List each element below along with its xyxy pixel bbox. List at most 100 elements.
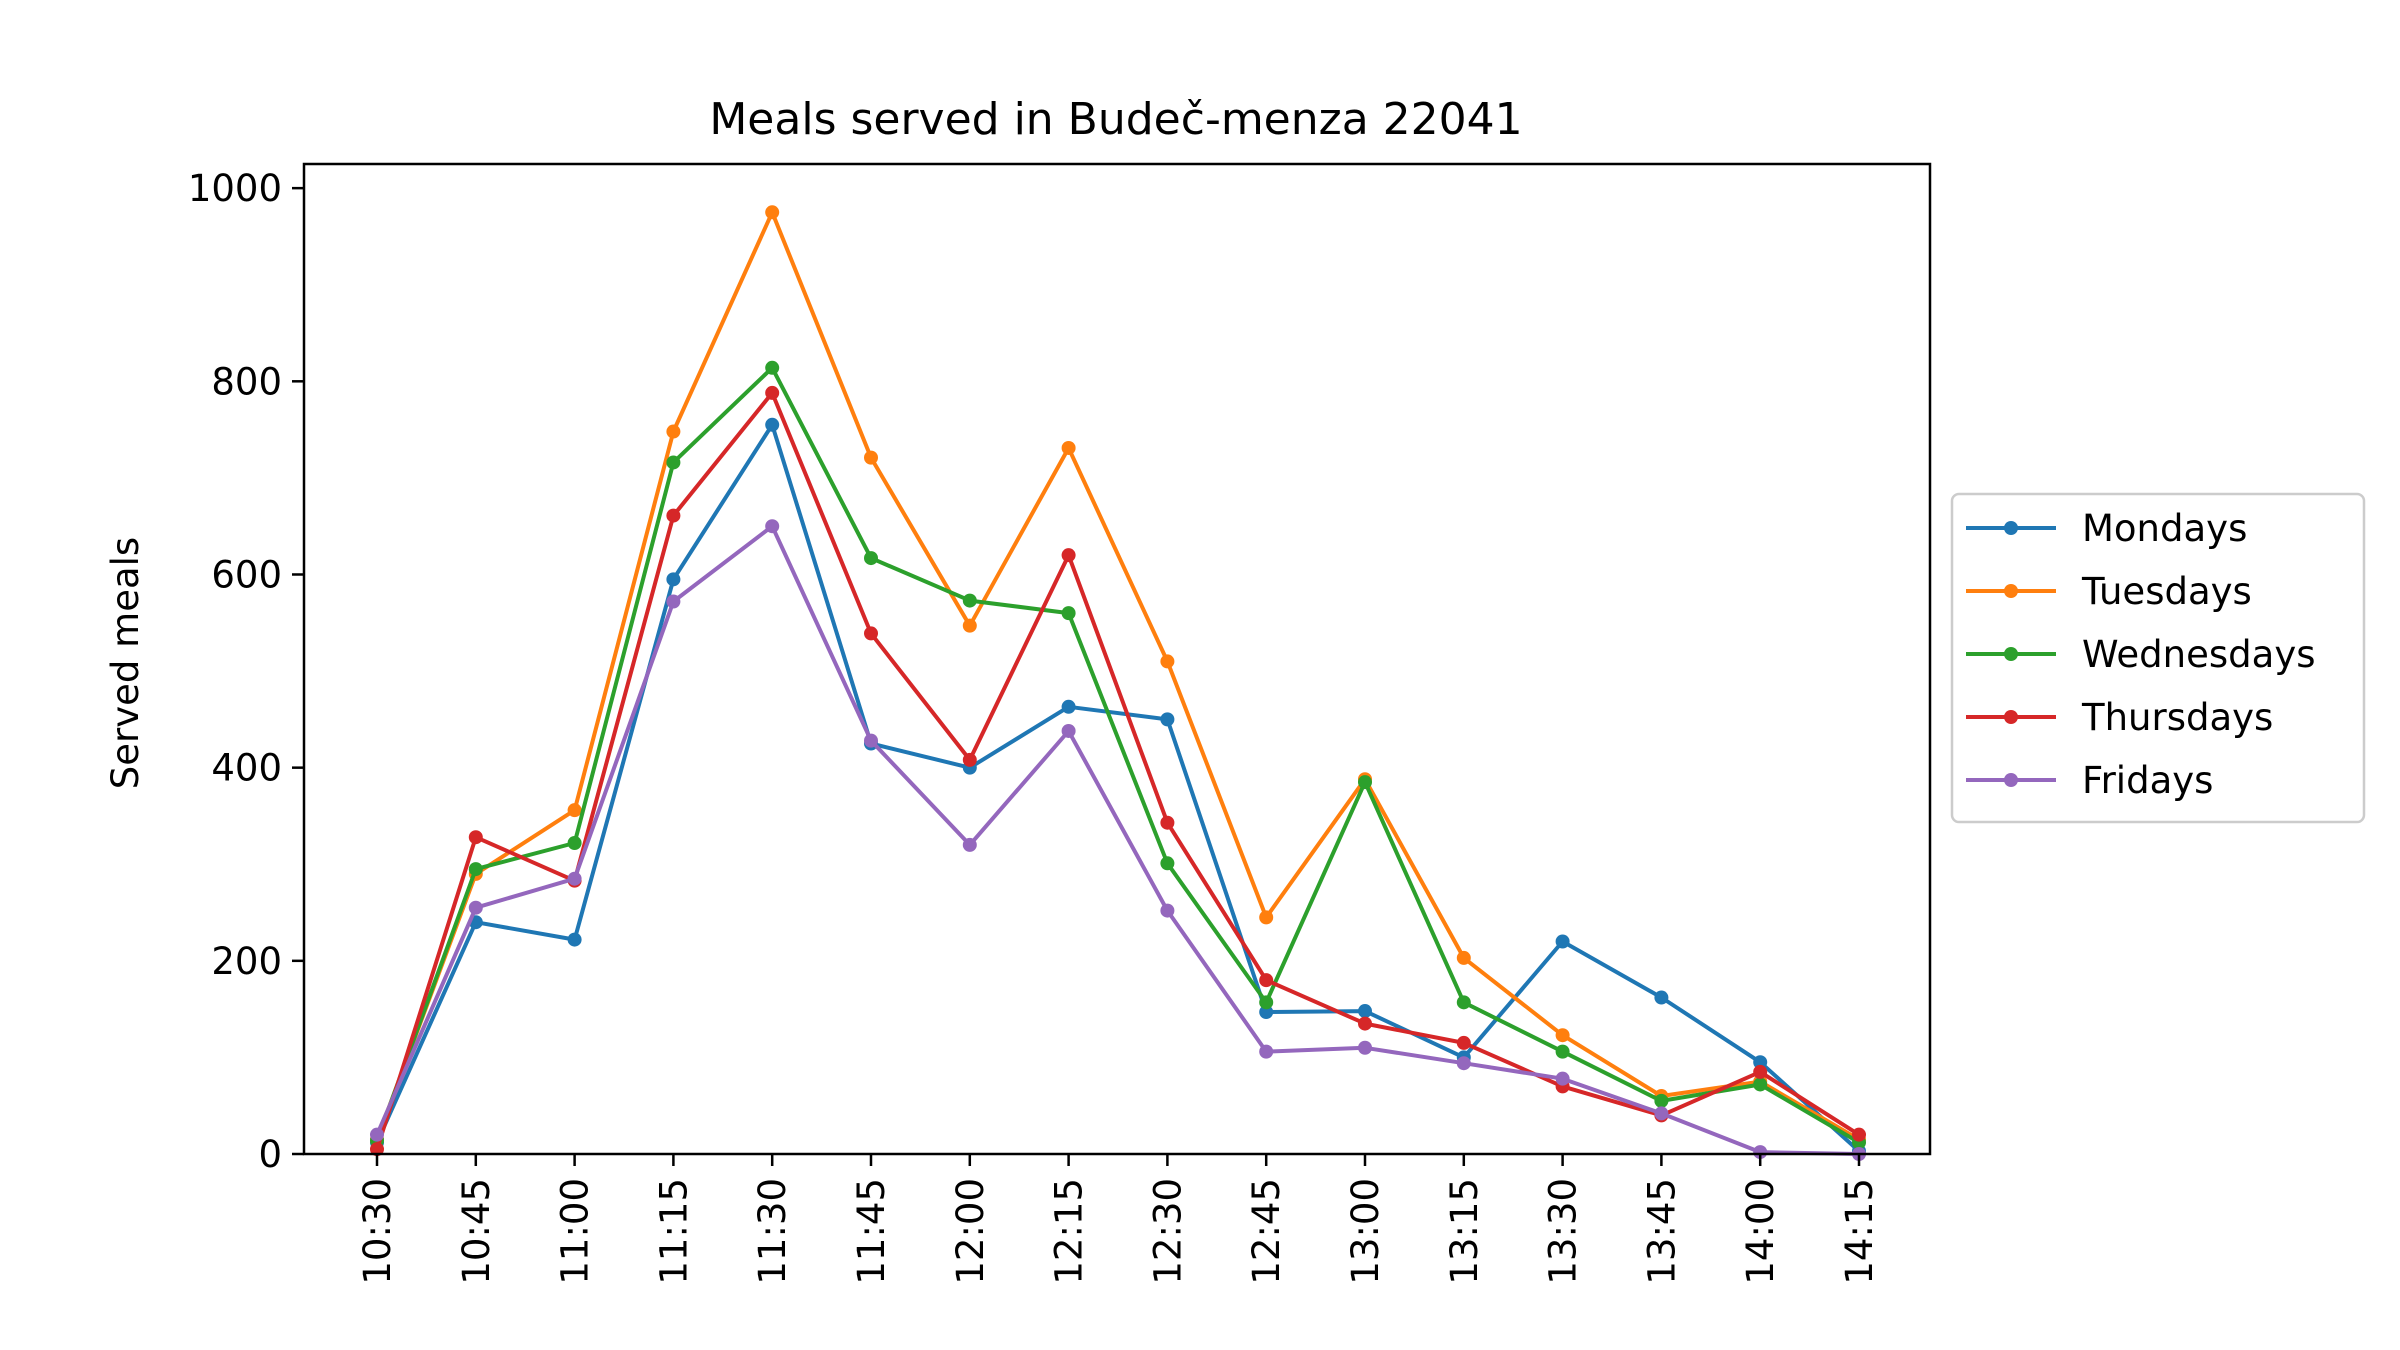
x-tick-label: 13:00 [1344,1178,1387,1285]
data-point [1259,1044,1274,1059]
data-point [765,360,780,375]
legend-marker [2004,647,2018,661]
data-point [1259,973,1274,988]
y-tick-label: 0 [258,1133,282,1176]
data-point [1358,775,1372,790]
y-tick-label: 400 [211,747,282,790]
data-point [1456,1035,1471,1050]
data-point [1753,1077,1768,1092]
data-point [1160,903,1175,918]
data-point [1456,950,1471,965]
data-point [1358,1004,1372,1019]
x-tick-label: 12:30 [1146,1178,1189,1285]
data-point [666,572,681,587]
data-point [765,205,780,220]
data-point [765,385,780,400]
legend-label: Tuesdays [2081,570,2252,613]
data-point [468,830,483,845]
data-point [1061,548,1076,563]
data-point [1753,1055,1768,1070]
data-point [864,626,878,641]
x-tick-label: 11:00 [554,1178,597,1285]
y-axis-label: Served meals [104,537,147,789]
data-point [567,871,582,886]
legend-label: Thursdays [2081,696,2273,739]
data-point [962,593,977,608]
data-point [567,932,582,947]
series-mondays [370,417,1866,1159]
data-point [370,1142,384,1157]
data-point [1654,990,1669,1005]
data-point [666,455,681,470]
data-point [1358,1040,1372,1055]
data-point [1160,712,1175,727]
data-point [1061,440,1076,455]
x-tick-label: 13:45 [1640,1178,1683,1285]
data-point [567,835,582,850]
data-point [567,803,582,818]
y-tick-label: 800 [211,360,282,403]
x-tick-label: 12:00 [949,1178,992,1285]
legend-label: Mondays [2082,507,2247,550]
data-point [962,752,977,767]
data-point [1160,815,1175,830]
series-tuesdays [370,205,1866,1147]
data-point [1456,995,1471,1010]
data-point [1753,1145,1768,1160]
x-tick-label: 11:45 [850,1178,893,1285]
x-tick-label: 10:30 [356,1178,399,1285]
plot-frame [302,162,1932,1156]
legend-box [1950,492,2366,824]
plot-area [370,205,1866,1161]
data-point [1160,856,1175,871]
legend: Mondays Tuesdays Wednesdays Thursdays Friday… [1950,492,2366,824]
legend-marker [2004,710,2018,724]
series-line [375,422,1861,1153]
x-tick-label: 13:15 [1443,1178,1486,1285]
data-point [666,424,681,439]
data-point [1358,1016,1372,1031]
series-wednesdays [370,360,1866,1150]
data-point [1555,1071,1570,1086]
data-point [864,551,878,566]
x-tick-label: 10:45 [455,1178,498,1285]
x-tick-label: 12:45 [1245,1178,1288,1285]
x-tick-label: 14:00 [1739,1178,1782,1285]
y-tick-label: 1000 [188,167,282,210]
series-line [375,365,1861,1145]
data-point [1654,1106,1669,1121]
data-point [666,508,681,523]
data-point [1654,1093,1669,1108]
axes: 0 200 400 600 800 1000 10:30 10:45 11:00 11:15 11:… [188,167,1881,1284]
data-point [1259,1005,1274,1020]
data-point [1456,1056,1471,1071]
data-point [468,900,483,915]
data-point [765,417,780,432]
data-point [1852,1127,1866,1142]
legend-marker [2004,773,2018,787]
data-point [1555,1028,1570,1043]
data-point [468,862,483,877]
x-tick-label: 14:15 [1838,1178,1881,1285]
data-point [962,837,977,852]
data-point [1061,699,1076,714]
data-point [765,519,780,534]
chart-title: Meals served in Budeč-menza 22041 [709,94,1522,145]
data-point [1061,606,1076,621]
series-line [375,524,1860,1156]
data-point [370,1127,384,1142]
data-point [1259,910,1274,925]
series-line [375,390,1861,1150]
data-point [1061,723,1076,738]
y-tick-label: 200 [211,940,282,983]
series-fridays [370,519,1866,1161]
data-point [1555,1044,1570,1059]
data-point [1160,654,1175,669]
x-tick-label: 11:30 [751,1178,794,1285]
x-tick-label: 12:15 [1048,1178,1091,1285]
legend-marker [2004,521,2018,535]
y-tick-label: 600 [211,553,282,596]
series-line [375,210,1861,1142]
legend-marker [2004,584,2018,598]
